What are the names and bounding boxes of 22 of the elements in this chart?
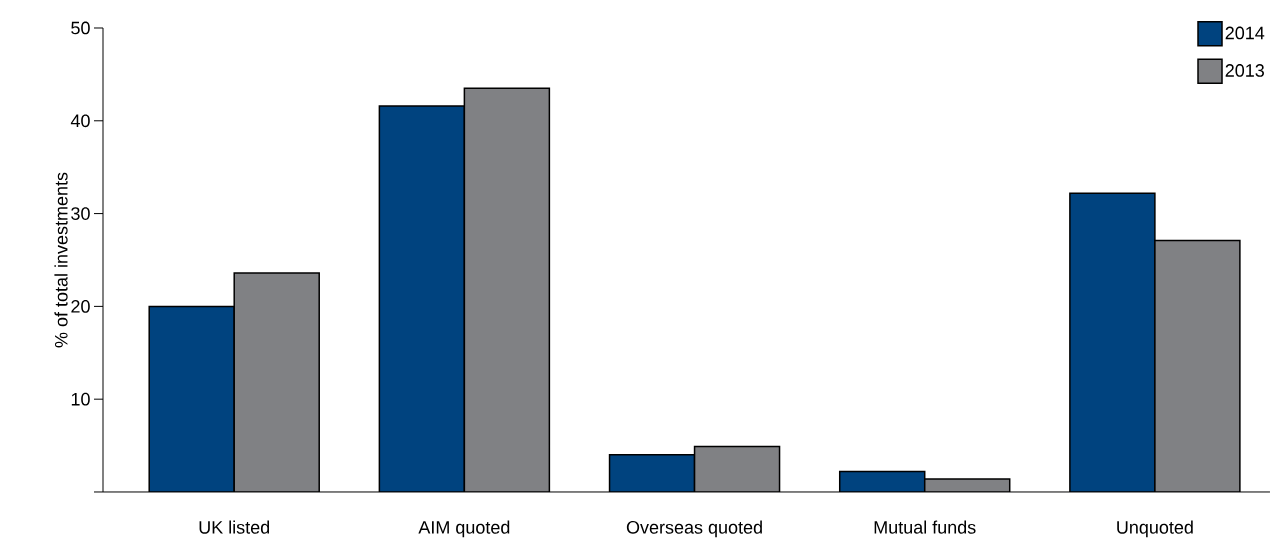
y-tick-label: 20 (71, 300, 90, 313)
x-tick-label: Mutual funds (874, 520, 976, 534)
bar (463, 87, 551, 492)
y-axis-title: % of total investments (54, 172, 68, 348)
bar (1154, 239, 1241, 492)
bar (693, 445, 781, 492)
x-tick-label: AIM quoted (418, 520, 510, 538)
bar (608, 454, 696, 492)
y-tick-label: 10 (71, 392, 90, 406)
bar (148, 305, 235, 492)
y-tick-label: 30 (71, 207, 90, 220)
y-tick-label: 50 (71, 21, 90, 35)
bar (1069, 192, 1156, 492)
bar (378, 105, 466, 492)
legend-label: 2013 (1225, 64, 1264, 77)
x-tick-label: Unquoted (1117, 520, 1193, 538)
legend-label: 2014 (1225, 26, 1265, 40)
y-tick-label: 40 (70, 114, 90, 128)
bar (838, 470, 926, 492)
x-tick-label: UK listed (199, 520, 270, 534)
x-tick-label: Overseas quoted (626, 520, 762, 538)
bar (233, 272, 320, 492)
